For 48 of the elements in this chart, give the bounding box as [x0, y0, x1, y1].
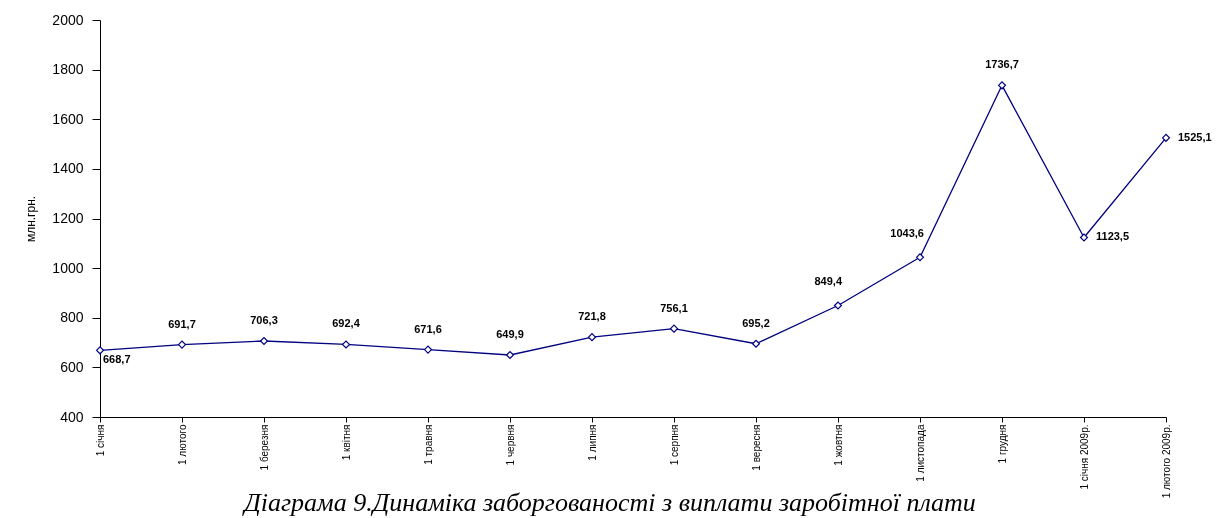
data-label: 695,2: [742, 316, 770, 329]
data-label: 668,7: [103, 353, 131, 366]
x-tick-label: 1 листопада: [914, 424, 926, 482]
data-label: 1525,1: [1178, 130, 1212, 143]
y-tick-label: 1000: [52, 259, 84, 276]
data-label: 1736,7: [985, 58, 1019, 71]
x-tick-label: 1 січня 2009р.: [1078, 424, 1090, 490]
data-label: 849,4: [814, 275, 843, 288]
y-tick-label: 1400: [52, 160, 84, 177]
y-tick-label: 400: [60, 408, 84, 425]
point: [505, 350, 515, 360]
x-tick-label: 1 травня: [422, 424, 434, 465]
x-tick-label: 1 серпня: [668, 424, 680, 466]
y-tick-label: 800: [60, 309, 84, 326]
x-tick-label: 1 грудня: [996, 424, 1008, 464]
y-tick-label: 600: [60, 358, 84, 375]
point: [997, 81, 1007, 90]
point: [751, 339, 761, 348]
text: Діаграма 9.Динаміка заборгованості з виплати заробітної плати: [241, 487, 976, 517]
x-tick-label: 1 березня: [258, 424, 270, 471]
y-tick-label: 1200: [52, 210, 84, 226]
data-label: 1123,5: [1096, 230, 1130, 243]
data-label: 692,4: [332, 317, 361, 330]
point: [95, 346, 105, 355]
data-label: 1043,6: [890, 227, 924, 240]
x-tick-label: 1 червня: [504, 424, 516, 466]
data-label: 756,1: [660, 301, 688, 314]
point: [669, 324, 679, 333]
point: [915, 253, 925, 262]
x-tick-label: 1 квітня: [340, 424, 352, 461]
data-label: 671,6: [414, 322, 442, 335]
y-tick-label: 1800: [52, 61, 84, 78]
y-tick-label: 1600: [52, 110, 84, 127]
point: [587, 333, 597, 342]
y-axis-title: млн.грн.: [24, 195, 39, 243]
data-label: 649,9: [496, 327, 524, 340]
data-label: 721,8: [578, 310, 606, 323]
point: [1161, 133, 1171, 142]
x-tick-label: 1 липня: [586, 424, 598, 461]
data-label: 691,7: [168, 317, 196, 330]
x-tick-label: 1 вересня: [750, 424, 762, 471]
x-tick-label: 1 лютого 2009р.: [1160, 424, 1172, 499]
point: [259, 336, 269, 346]
data-label: 706,3: [250, 314, 278, 326]
x-tick-label: 1 жовтня: [832, 424, 844, 466]
y-tick-label: 2000: [52, 11, 84, 28]
x-tick-label: 1 січня: [94, 424, 106, 457]
x-tick-label: 1 лютого: [176, 424, 188, 465]
